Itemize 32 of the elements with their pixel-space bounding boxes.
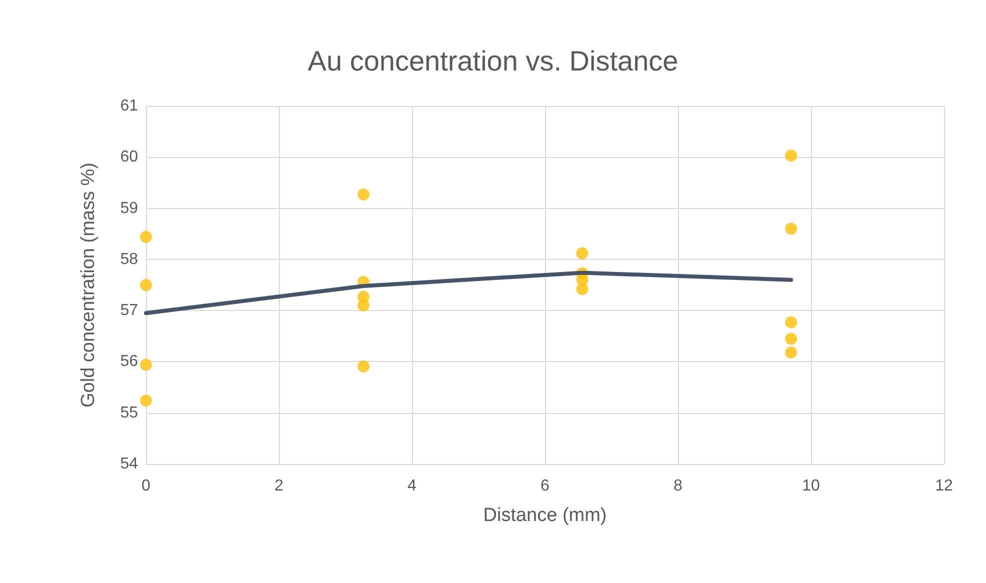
point [140,279,152,291]
y-tick-label: 55 [120,404,138,422]
y-axis-title: Gold concentration (mass %) [78,162,99,408]
x-tick-label: 6 [540,478,550,494]
point [785,346,798,359]
x-tick-label: 2 [274,478,284,494]
y-tick-label: 54 [120,456,138,472]
point [140,358,152,371]
point [785,222,798,235]
x-tick-label: 0 [142,478,151,494]
x-tick-label: 4 [408,478,417,494]
x-axis-title: Distance (mm) [483,505,607,526]
x-tick-label: 10 [802,478,820,494]
point [357,360,370,372]
y-tick-label: 57 [120,302,138,320]
point [785,316,798,328]
y-tick-label: 58 [120,250,138,268]
point [357,299,370,312]
point [357,188,370,200]
x-tick-label: 12 [935,478,953,494]
y-tick-label: 61 [120,98,138,114]
y-tick-label: 56 [120,353,138,370]
y-tick-label: 59 [120,200,138,217]
point [785,150,798,162]
point [140,394,152,407]
point [576,247,588,260]
y-tick-label: 60 [120,148,138,166]
chart-title: Au concentration vs. Distance [308,46,678,76]
x-tick-label: 8 [674,478,683,494]
point [140,230,152,243]
point [576,283,588,296]
point [785,332,798,345]
